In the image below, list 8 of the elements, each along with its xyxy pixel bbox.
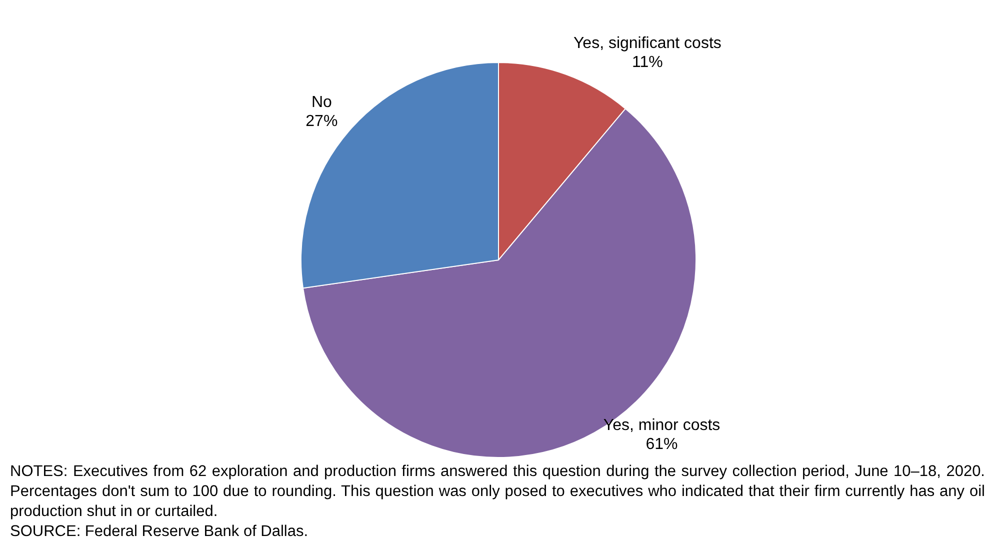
slice-label: Yes, minor costs xyxy=(603,416,720,434)
data-label: 61% xyxy=(646,436,678,453)
data-label: 11% xyxy=(632,54,663,71)
data-label: 27% xyxy=(306,113,338,130)
slice-label: No xyxy=(311,94,332,112)
text: NOTES: Executives from 62 exploration and production firms answered this question during the survey collection period, June 10–18, 2020. Percentages don't sum to 100 due to rounding. This question was only posed to executives who indicated that their firm currently has any oil production shut in or curtailed. xyxy=(10,462,985,522)
slice-label: Yes, significant costs xyxy=(573,34,722,52)
source-note: SOURCE: Federal Reserve Bank of Dallas. xyxy=(10,522,310,542)
